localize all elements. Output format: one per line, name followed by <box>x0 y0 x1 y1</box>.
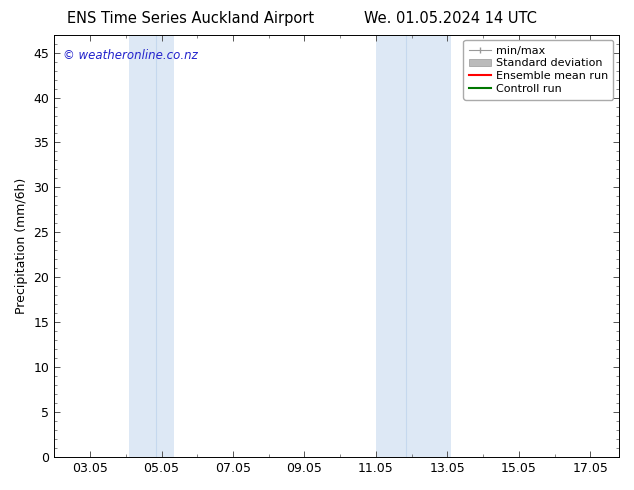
Text: We. 01.05.2024 14 UTC: We. 01.05.2024 14 UTC <box>364 11 536 26</box>
Text: © weatheronline.co.nz: © weatheronline.co.nz <box>63 49 198 62</box>
Text: ENS Time Series Auckland Airport: ENS Time Series Auckland Airport <box>67 11 314 26</box>
Y-axis label: Precipitation (mm/6h): Precipitation (mm/6h) <box>15 178 28 314</box>
Bar <box>376 35 451 457</box>
Legend: min/max, Standard deviation, Ensemble mean run, Controll run: min/max, Standard deviation, Ensemble me… <box>463 40 614 99</box>
Bar <box>129 35 174 457</box>
